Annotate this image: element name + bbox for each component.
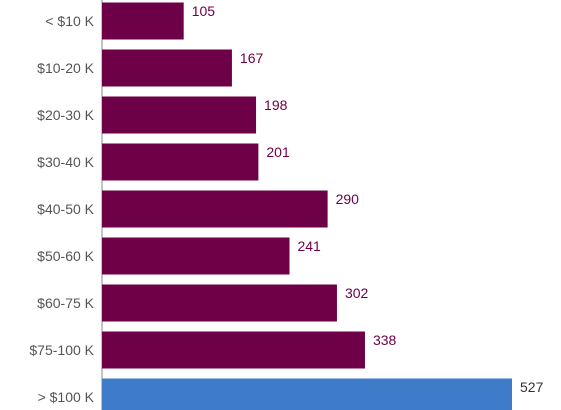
bar	[102, 378, 512, 410]
category-label: $10-20 K	[37, 60, 94, 76]
category-label: $75-100 K	[29, 342, 94, 358]
value-label: 201	[266, 144, 290, 160]
bar	[102, 2, 184, 40]
category-label: $50-60 K	[37, 248, 94, 264]
category-label: $60-75 K	[37, 295, 94, 311]
bar	[102, 96, 257, 134]
value-label: 527	[520, 379, 544, 395]
category-label: $40-50 K	[37, 201, 94, 217]
category-labels: < $10 K $10-20 K $20-30 K $30-40 K $40-50 K $…	[29, 13, 94, 405]
value-label: 338	[373, 332, 397, 348]
value-label: 105	[192, 3, 216, 19]
bar	[102, 143, 259, 181]
category-label: < $10 K	[45, 13, 94, 29]
value-label: 198	[264, 97, 288, 113]
bar	[102, 49, 232, 87]
bar	[102, 331, 365, 369]
bar	[102, 284, 337, 322]
value-label: 241	[297, 238, 321, 254]
bar	[102, 237, 290, 275]
value-label: 290	[336, 191, 360, 207]
value-labels: 105 167 198 201 290 241 302 338 527	[192, 3, 544, 395]
value-label: 302	[345, 285, 369, 301]
value-label: 167	[240, 50, 264, 66]
category-label: > $100 K	[38, 389, 95, 405]
bars-layer	[102, 2, 512, 410]
category-label: $20-30 K	[37, 107, 94, 123]
category-label: $30-40 K	[37, 154, 94, 170]
bar	[102, 190, 328, 228]
